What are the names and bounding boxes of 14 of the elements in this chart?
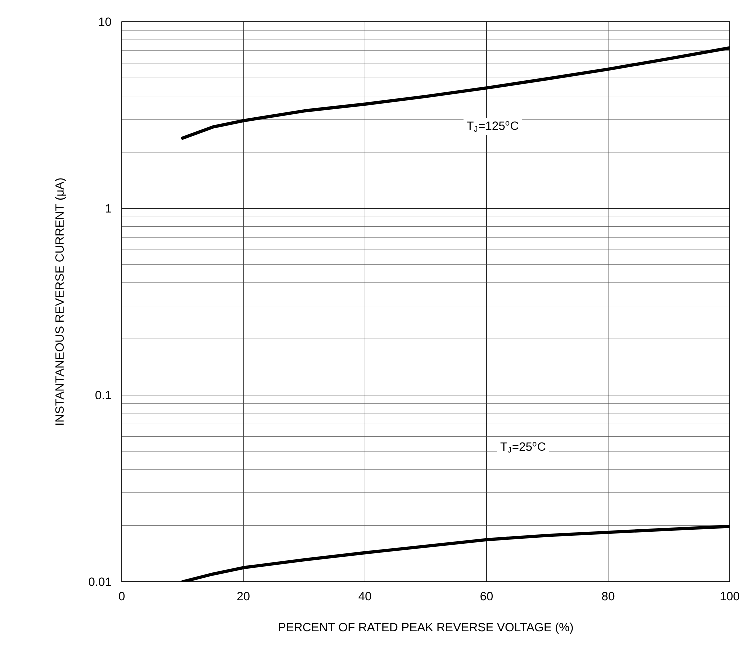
x-tick-label: 0 bbox=[119, 592, 125, 601]
x-tick-label: 100 bbox=[720, 592, 740, 601]
y-tick-label: 1 bbox=[106, 204, 112, 213]
y-axis-title: INSTANTANEOUS REVERSE CURRENT (μA) bbox=[55, 178, 66, 425]
x-tick-label: 80 bbox=[602, 592, 615, 601]
x-tick-label: 60 bbox=[480, 592, 493, 601]
annotation: T$_{J}$=125$^{o}$C bbox=[467, 121, 519, 132]
x-tick-label: 40 bbox=[358, 592, 372, 601]
y-tick-label: 0.1 bbox=[96, 391, 112, 400]
y-tick-label: 0.01 bbox=[89, 578, 112, 586]
y-tick-label: 10 bbox=[99, 18, 112, 26]
x-axis-title: PERCENT OF RATED PEAK REVERSE VOLTAGE (%) bbox=[279, 622, 574, 634]
annotation: T$_{J}$=25$^{o}$C bbox=[500, 442, 546, 453]
x-tick-label: 20 bbox=[238, 592, 250, 601]
